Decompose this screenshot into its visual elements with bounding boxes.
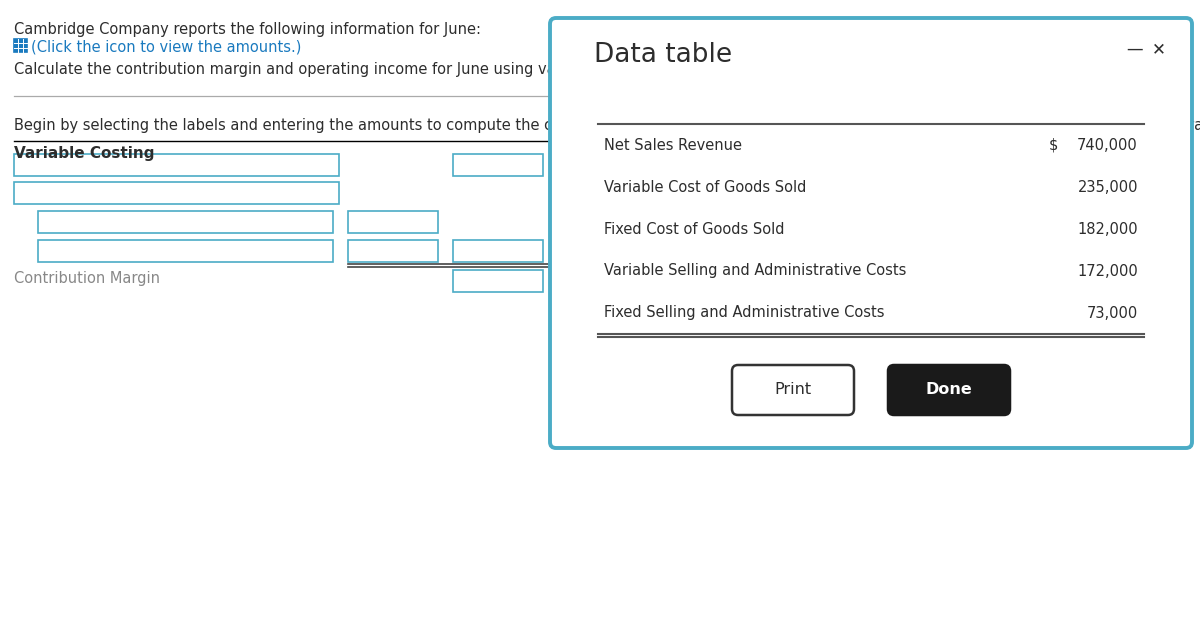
Text: Done: Done [925,382,972,398]
Text: Variable Cost of Goods Sold: Variable Cost of Goods Sold [604,179,806,195]
Text: Net Sales Revenue: Net Sales Revenue [604,138,742,153]
Bar [14,39,28,52]
Text: Cambridge Company reports the following information for June:: Cambridge Company reports the following … [14,22,481,37]
Text: Data table: Data table [594,42,732,68]
Text: 235,000: 235,000 [1078,179,1138,195]
FancyBboxPatch shape [732,365,854,415]
Text: ✕: ✕ [1152,40,1166,58]
Text: 740,000: 740,000 [1078,138,1138,153]
Text: —: — [1126,40,1142,58]
Text: • • •: • • • [590,91,610,101]
Bar [38,240,334,262]
Text: Calculate the contribution margin and operating income for June using variable c: Calculate the contribution margin and op… [14,62,660,77]
Bar [14,154,340,176]
Bar [348,240,438,262]
FancyBboxPatch shape [550,18,1192,448]
Text: (Click the icon to view the amounts.): (Click the icon to view the amounts.) [31,39,301,54]
Bar [454,240,542,262]
Text: Fixed Selling and Administrative Costs: Fixed Selling and Administrative Costs [604,306,884,321]
Bar [38,211,334,233]
Text: Fixed Cost of Goods Sold: Fixed Cost of Goods Sold [604,221,785,236]
Text: Begin by selecting the labels and entering the amounts to compute the contributi: Begin by selecting the labels and enteri… [14,118,1200,133]
Bar [454,154,542,176]
Text: 182,000: 182,000 [1078,221,1138,236]
Text: Variable Costing: Variable Costing [14,146,155,161]
Text: Contribution Margin: Contribution Margin [14,271,160,286]
Text: $: $ [1049,138,1058,153]
FancyBboxPatch shape [575,85,625,107]
Text: 73,000: 73,000 [1087,306,1138,321]
Text: 172,000: 172,000 [1078,264,1138,278]
Bar [454,270,542,292]
Bar [348,211,438,233]
Bar [14,182,340,204]
Text: Print: Print [774,382,811,398]
Text: Variable Selling and Administrative Costs: Variable Selling and Administrative Cost… [604,264,906,278]
FancyBboxPatch shape [888,365,1010,415]
